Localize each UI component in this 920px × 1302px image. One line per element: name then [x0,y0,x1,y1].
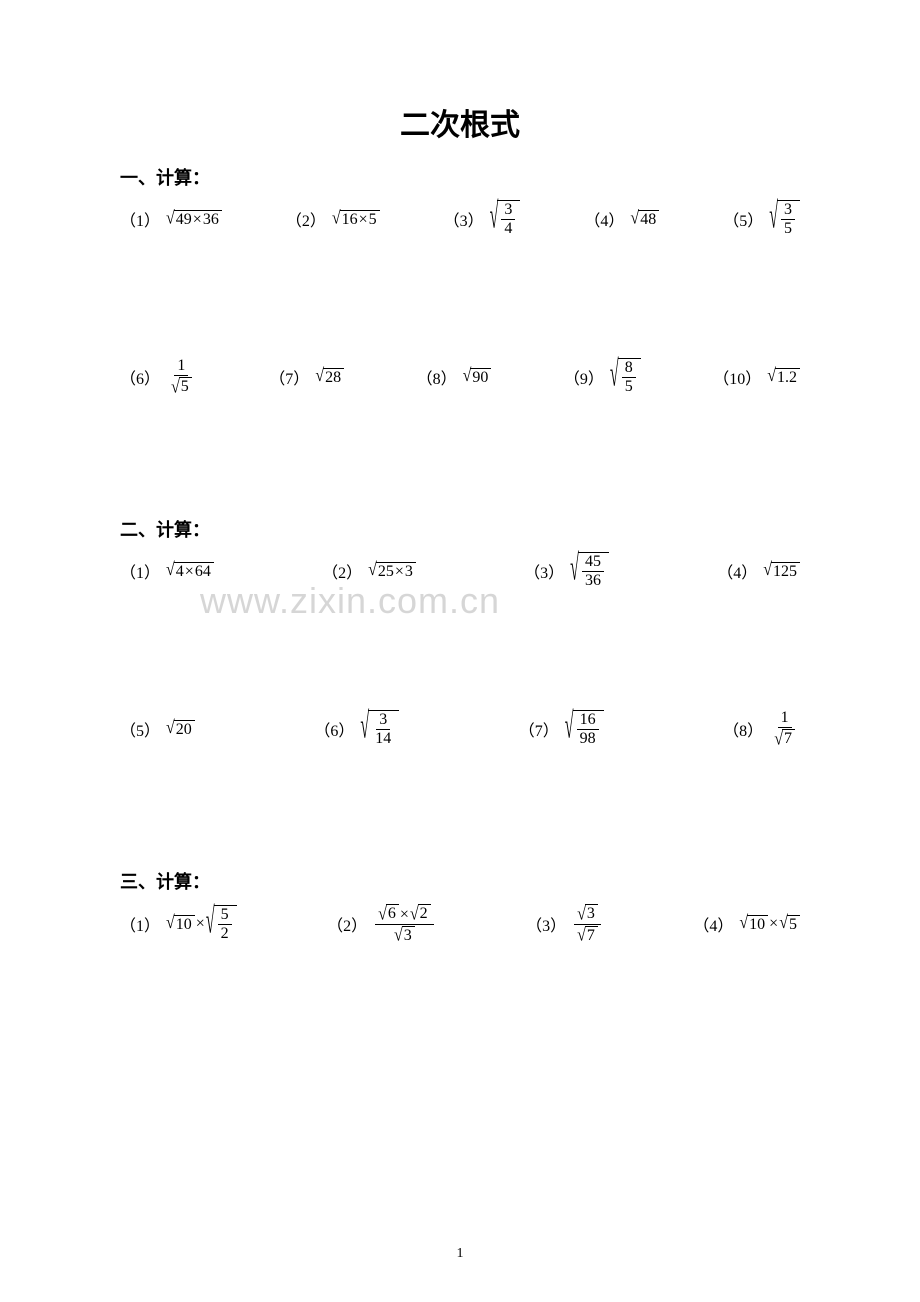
math-expression: √85 [610,358,641,396]
problem-item: （5）√35 [723,200,800,238]
problem-item: （9）√85 [564,358,641,396]
problem-row: （1）√10×√52 （2）√6×√2√3 （3）√3√7 （4） √10×√5 [120,904,800,944]
math-expression: √4536 [570,552,609,590]
problem-item: （10） √1.2 [713,365,800,389]
page: www.zixin.com.cn 二次根式 一、计算：（1）√49×36（2）√… [0,0,920,1302]
problem-number: （4） [717,559,757,583]
problem-number: （1） [120,912,160,936]
problem-number: （4） [584,207,624,231]
problem-number: （6） [120,365,160,389]
problem-row: （1） √49×36 （2） √16×5 （3）√34 （4） √48 （5）√35 [120,200,800,238]
problem-item: （8） √90 [417,365,492,389]
math-expression: √16×5 [332,210,380,229]
math-expression: √10×√5 [739,915,800,934]
problem-item: （2） √25×3 [322,559,416,583]
problem-number: （7） [519,717,559,741]
math-expression: √4×64 [166,562,214,581]
math-expression: 1√5 [166,358,197,396]
problem-number: （6） [314,717,354,741]
problem-number: （8） [417,365,457,389]
problem-item: （1） √49×36 [120,207,222,231]
problem-number: （2） [322,559,362,583]
math-expression: √10×√52 [166,905,237,943]
problem-item: （4） √48 [584,207,659,231]
problem-item: （8）1√7 [723,710,800,748]
math-expression: √49×36 [166,210,222,229]
problem-item: （1）√10×√52 [120,905,237,943]
math-expression: √28 [315,368,344,387]
problem-number: （8） [723,717,763,741]
section-heading: 三、计算： [120,868,800,894]
problem-number: （1） [120,559,160,583]
section-heading: 二、计算： [120,516,800,542]
problem-number: （2） [286,207,326,231]
problem-item: （3）√3√7 [526,904,603,944]
problem-number: （7） [269,365,309,389]
math-expression: √35 [769,200,800,238]
problem-item: （3）√34 [444,200,521,238]
problem-row: （5） √20 （6）√314 （7）√1698 （8）1√7 [120,710,800,748]
math-expression: √34 [490,200,521,238]
page-title: 二次根式 [120,100,800,144]
problem-row: （1） √4×64 （2） √25×3 （3）√4536 （4） √125 [120,552,800,590]
math-expression: √48 [630,210,659,229]
section-heading: 一、计算： [120,164,800,190]
problem-number: （3） [444,207,484,231]
problem-number: （5） [120,717,160,741]
math-expression: √25×3 [368,562,416,581]
math-expression: √6×√2√3 [373,904,436,944]
problem-number: （10） [713,365,761,389]
problem-item: （1） √4×64 [120,559,214,583]
problem-item: （6）√314 [314,710,399,748]
page-number: 1 [0,1246,920,1262]
problem-number: （2） [327,912,367,936]
content-body: 一、计算：（1）√49×36（2）√16×5（3）√34（4）√48（5）√35… [120,164,800,944]
math-expression: √1.2 [767,368,800,387]
problem-item: （4） √125 [717,559,800,583]
problem-item: （2） √16×5 [286,207,380,231]
problem-number: （3） [526,912,566,936]
problem-item: （7）√1698 [519,710,604,748]
math-expression: √125 [763,562,800,581]
math-expression: √20 [166,720,195,739]
problem-row: （6）1√5 （7） √28 （8） √90 （9）√85 （10） √1.2 [120,358,800,396]
problem-item: （4） √10×√5 [693,912,800,936]
problem-item: （3）√4536 [524,552,609,590]
problem-number: （3） [524,559,564,583]
math-expression: √314 [360,710,399,748]
problem-item: （7） √28 [269,365,344,389]
math-expression: √90 [463,368,492,387]
problem-number: （5） [723,207,763,231]
problem-number: （9） [564,365,604,389]
math-expression: 1√7 [769,710,800,748]
problem-item: （2）√6×√2√3 [327,904,436,944]
math-expression: √3√7 [572,904,603,944]
math-expression: √1698 [565,710,604,748]
problem-number: （4） [693,912,733,936]
problem-item: （5） √20 [120,717,195,741]
problem-item: （6）1√5 [120,358,197,396]
problem-number: （1） [120,207,160,231]
